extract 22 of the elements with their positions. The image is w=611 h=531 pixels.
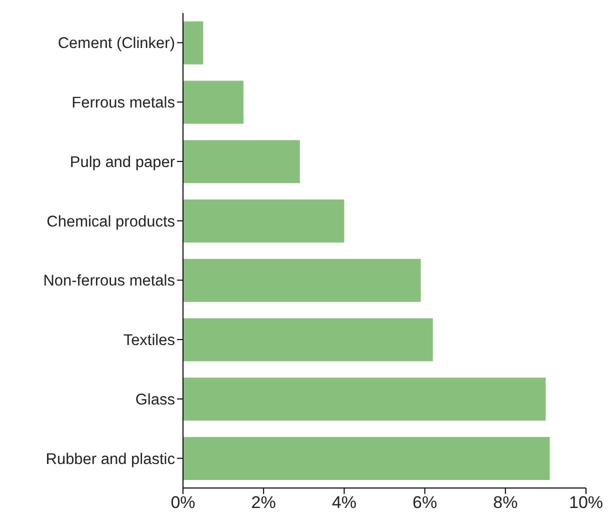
x-tick-label: 8%	[493, 493, 518, 512]
x-tick-label: 4%	[332, 493, 356, 512]
bar	[183, 21, 204, 64]
bar	[183, 80, 244, 124]
x-tick-label: 6%	[412, 493, 438, 512]
x-tick-label: 2%	[251, 493, 276, 512]
y-tick-label: Cement (Clinker)	[58, 35, 175, 52]
bar	[183, 199, 344, 242]
bar	[183, 318, 433, 362]
y-tick-label: Chemical products	[46, 213, 176, 230]
y-tick-label: Non-ferrous metals	[43, 272, 176, 290]
bar	[183, 258, 421, 302]
x-tick-label: 0%	[170, 493, 196, 512]
y-tick-label: Glass	[135, 391, 176, 408]
bar	[183, 140, 300, 184]
x-tick-label: 10%	[568, 493, 604, 512]
y-tick-label: Rubber and plastic	[46, 450, 176, 468]
y-tick-label: Pulp and paper	[70, 154, 175, 171]
y-tick-label: Ferrous metals	[72, 94, 176, 112]
bar	[183, 436, 550, 480]
bar	[183, 378, 546, 421]
y-tick-label: Textiles	[123, 332, 176, 350]
